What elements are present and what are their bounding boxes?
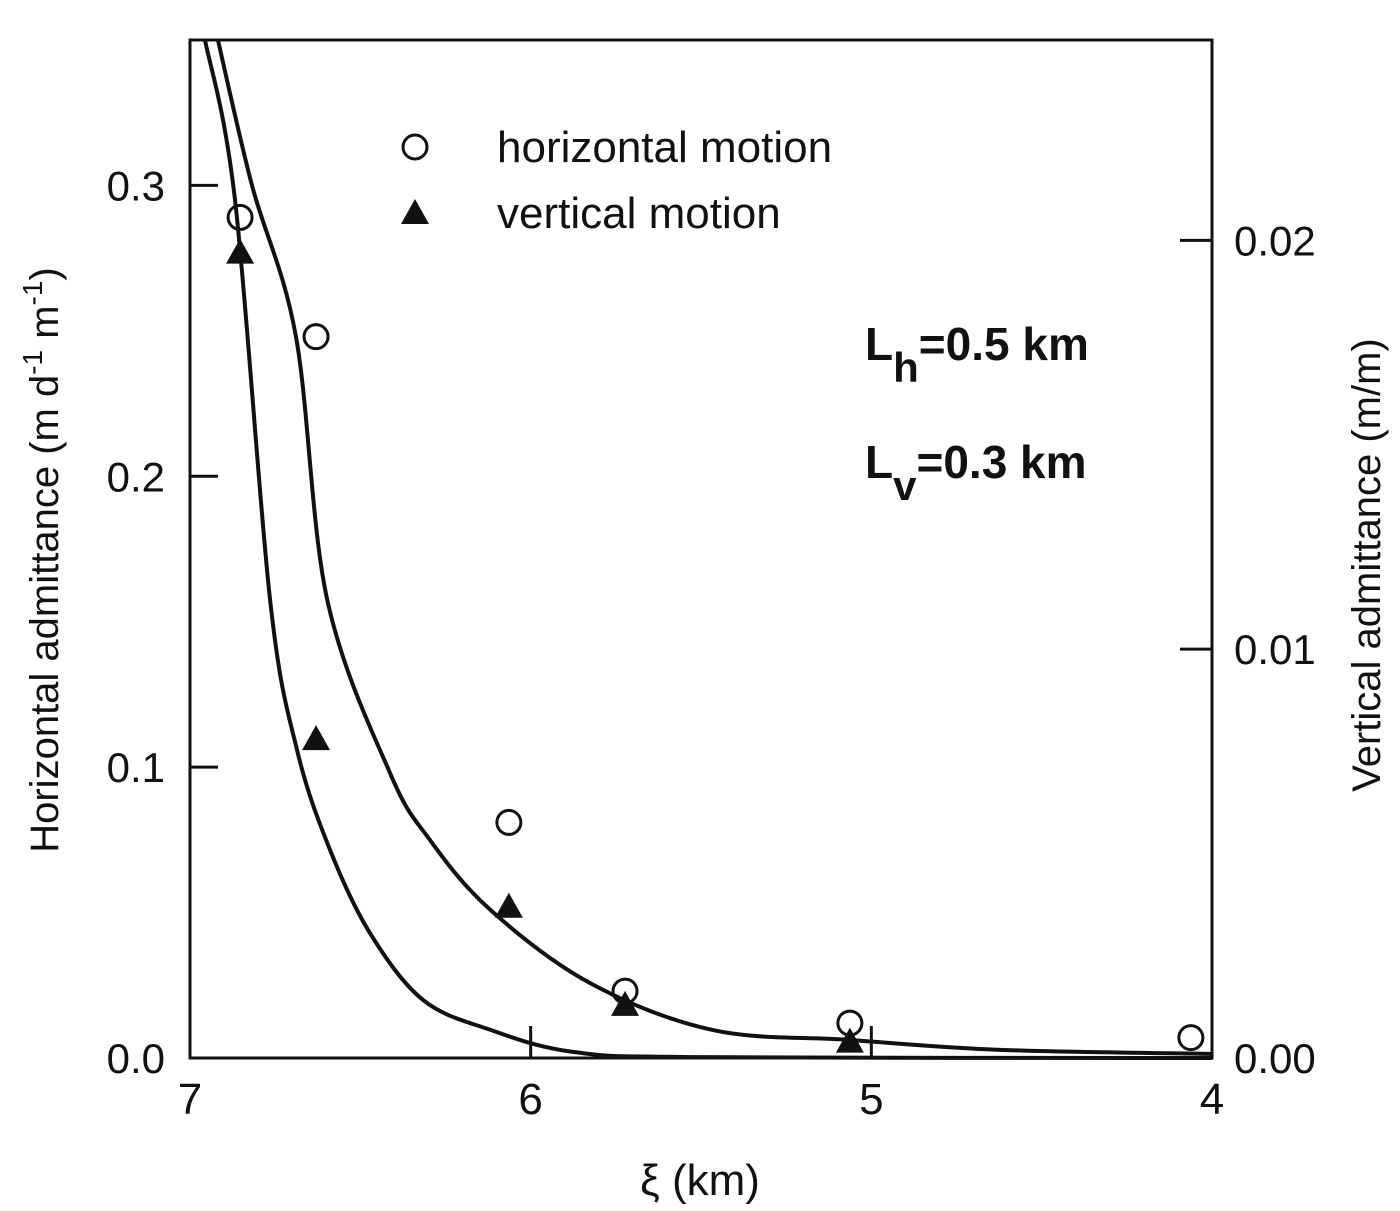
legend-triangle-marker (401, 199, 429, 224)
y-left-tick-label: 0.1 (107, 744, 165, 791)
legend-label-horizontal: horizontal motion (497, 123, 832, 172)
vertical-motion-point (226, 238, 255, 264)
annotation-lv: Lv=0.3 km (865, 436, 1087, 509)
horizontal-motion-point (226, 203, 254, 231)
horizontal-model-fit-curve (215, 39, 1213, 1056)
annotation-lh: Lh=0.5 km (865, 318, 1089, 391)
legend-circle-marker (401, 133, 429, 161)
y-right-tick-label: 0.01 (1234, 626, 1316, 673)
x-axis-label: ξ (km) (640, 1156, 760, 1205)
horizontal-motion-point (1177, 1024, 1205, 1052)
y-axis-left-label: Horizontal admittance (m d-1 m-1) (17, 267, 67, 853)
y-left-tick-label: 0.0 (107, 1035, 165, 1082)
svg-text:Lv=0.3 km: Lv=0.3 km (865, 436, 1087, 509)
y-axis-right-label: Vertical admittance (m/m) (1345, 338, 1389, 791)
vertical-motion-point (494, 892, 523, 918)
y-right-tick-label: 0.02 (1234, 217, 1316, 264)
horizontal-motion-point (302, 323, 330, 351)
x-tick-label: 4 (1200, 1075, 1224, 1124)
vertical-motion-point (611, 990, 640, 1016)
legend-label-vertical: vertical motion (497, 189, 781, 238)
y-left-tick-label: 0.2 (107, 453, 165, 500)
y-right-tick-label: 0.00 (1234, 1035, 1316, 1082)
y-left-tick-label: 0.3 (107, 162, 165, 209)
legend: horizontal motion vertical motion (401, 123, 832, 238)
x-tick-label: 7 (178, 1075, 202, 1124)
x-tick-label: 6 (518, 1075, 542, 1124)
svg-text:Lh=0.5 km: Lh=0.5 km (865, 318, 1089, 391)
vertical-motion-point (835, 1027, 864, 1053)
x-tick-label: 5 (859, 1075, 883, 1124)
vertical-motion-point (302, 725, 331, 751)
vertical-model-fit-curve (203, 39, 1213, 1060)
horizontal-motion-point (495, 808, 523, 836)
